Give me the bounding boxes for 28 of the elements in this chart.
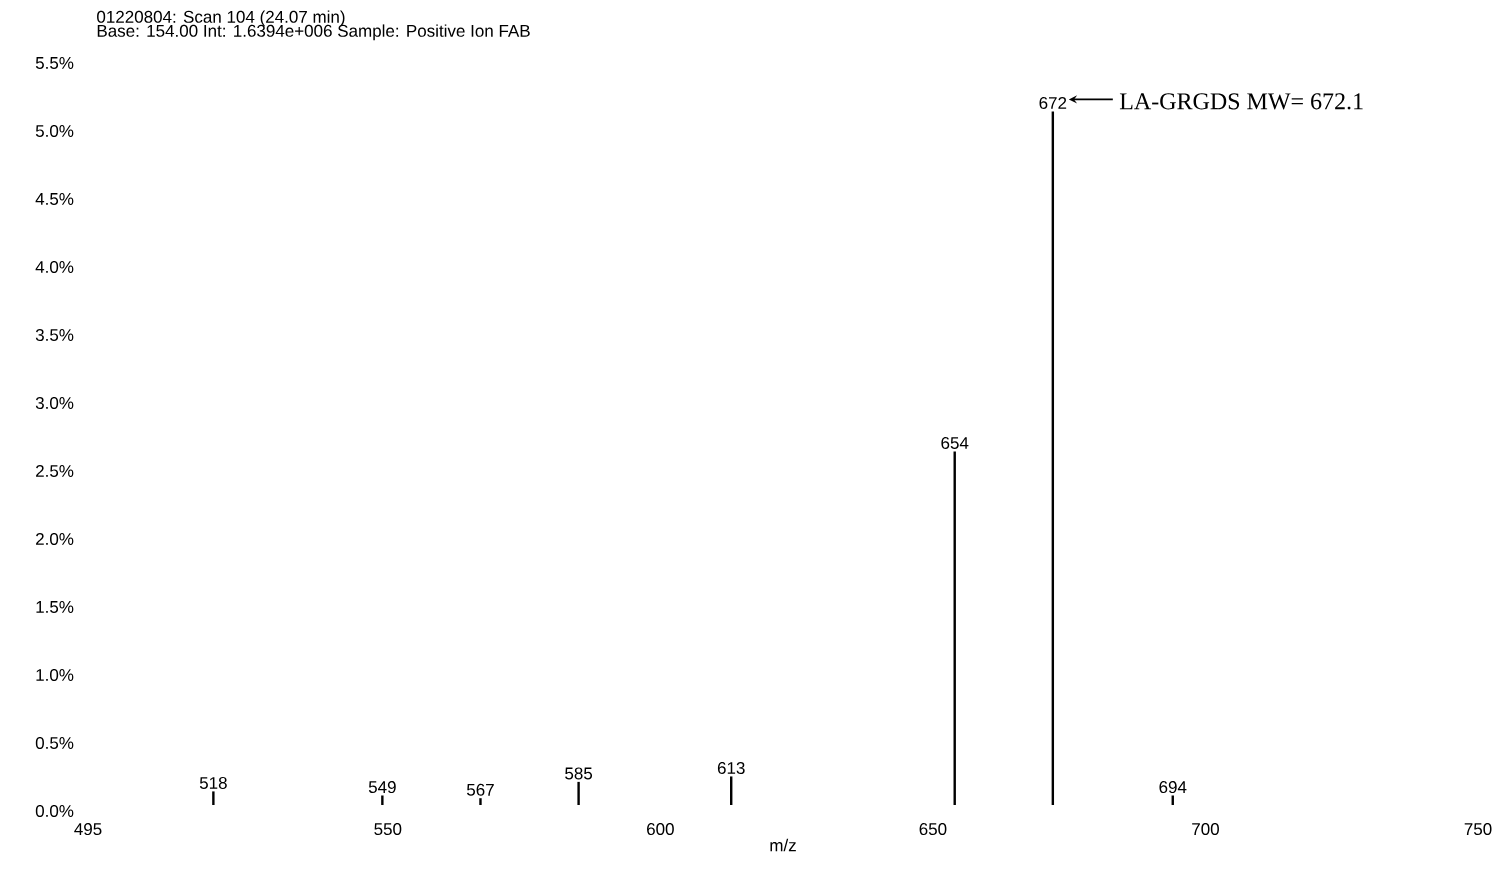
y-tick-label: 5.0% [35,125,74,138]
annotation: 567 [466,783,494,796]
x-axis-title: m/z [770,838,796,852]
y-tick-label: 0.0% [35,805,74,818]
annotation: 613 [717,762,745,775]
annotation: 654 [941,436,969,449]
y-tick-label: 3.0% [35,397,74,410]
annotation: LA-GRGDS MW= 672.1 [1119,93,1363,110]
y-tick-label: 2.0% [36,533,74,546]
y-tick-label: 1.0% [36,669,74,682]
y-tick-label: 3.5% [35,329,74,342]
y-tick-label: 5.5% [35,57,74,69]
annotation: 672 [1039,96,1067,109]
y-tick-label: 4.5% [35,193,74,205]
x-tick-label: 550 [374,823,402,836]
y-tick-label: 0.5% [35,737,74,750]
annotation: 585 [565,767,593,780]
y-tick-label: 1.5% [36,601,74,613]
x-tick-label: 700 [1192,823,1219,836]
annotation: 694 [1159,781,1187,794]
x-tick-label: 650 [919,823,947,836]
annotation: 549 [368,781,396,794]
y-tick-label: 4.0% [35,261,74,274]
y-tick-label: 2.5% [36,465,74,478]
x-tick-label: 750 [1464,823,1492,836]
x-tick-label: 495 [74,823,102,836]
x-tick-label: 600 [647,823,674,836]
annotation: 518 [199,776,227,789]
